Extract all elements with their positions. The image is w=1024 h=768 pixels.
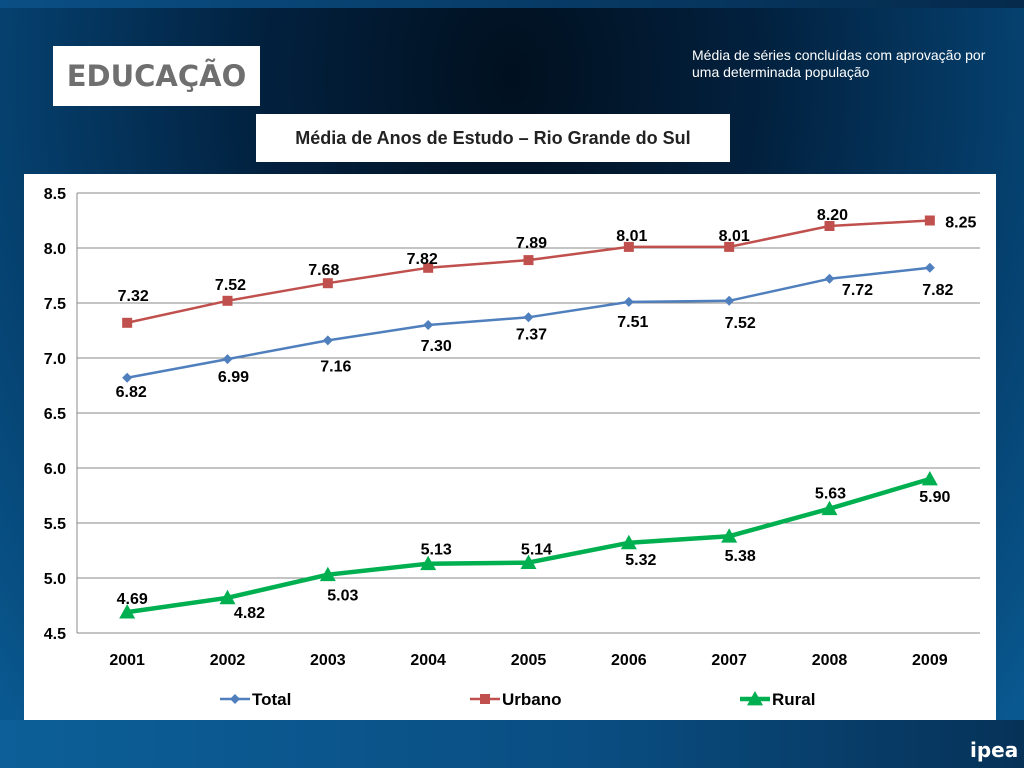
chart-panel: 4.5 5.0 5.5 6.0 6.5 7.0 7.5 8.0 8.5 2001 2002 2003 2… xyxy=(24,174,996,720)
data-point-total xyxy=(423,320,434,330)
data-point-urbano xyxy=(523,255,534,266)
data-point-rural xyxy=(119,604,136,619)
x-tick-label: 2005 xyxy=(511,652,547,669)
y-tick-label: 7.0 xyxy=(44,351,66,368)
x-tick-label: 2008 xyxy=(812,652,848,669)
data-label-urbano: 7.68 xyxy=(308,262,339,279)
y-tick-label: 8.5 xyxy=(44,186,66,203)
data-point-rural xyxy=(821,500,838,516)
chart-title: Média de Anos de Estudo – Rio Grande do … xyxy=(295,127,691,148)
y-tick-label: 5.5 xyxy=(44,516,66,533)
data-label-rural: 4.82 xyxy=(234,605,265,622)
data-point-rural xyxy=(520,554,537,569)
data-label-rural: 5.90 xyxy=(919,489,950,506)
data-label-urbano: 8.20 xyxy=(817,207,848,224)
data-label-urbano: 8.25 xyxy=(945,215,976,232)
data-point-rural xyxy=(620,534,637,550)
data-label-total: 7.16 xyxy=(320,358,351,375)
data-label-urbano: 8.01 xyxy=(616,228,647,245)
data-point-urbano xyxy=(322,278,333,289)
data-point-total xyxy=(523,312,534,323)
data-point-rural xyxy=(921,471,938,486)
data-label-total: 6.99 xyxy=(218,369,249,386)
legend-label-urbano: Urbano xyxy=(502,690,562,709)
y-tick-label: 7.5 xyxy=(44,296,66,313)
data-label-urbano: 7.52 xyxy=(215,277,246,294)
data-point-rural xyxy=(219,589,236,605)
data-point-total xyxy=(222,354,233,365)
data-point-urbano xyxy=(423,262,434,273)
data-point-total xyxy=(724,295,735,306)
series-note: Média de séries concluídas com aprovação… xyxy=(692,47,986,80)
data-label-rural: 5.03 xyxy=(327,588,358,605)
legend-marker-rural xyxy=(747,691,763,706)
section-title: EDUCAÇÃO xyxy=(66,59,247,93)
y-tick-label: 6.0 xyxy=(44,461,66,478)
x-tick-label: 2009 xyxy=(912,652,948,669)
data-label-rural: 5.14 xyxy=(521,542,552,559)
data-point-urbano xyxy=(924,215,935,226)
x-tick-label: 2002 xyxy=(210,652,246,669)
data-label-rural: 5.63 xyxy=(815,486,846,503)
data-point-total xyxy=(322,335,333,346)
data-label-urbano: 7.89 xyxy=(516,235,547,252)
data-point-urbano xyxy=(222,295,233,306)
y-tick-label: 6.5 xyxy=(44,406,66,423)
x-tick-label: 2006 xyxy=(611,652,647,669)
data-label-total: 7.52 xyxy=(725,315,756,332)
x-tick-label: 2001 xyxy=(109,652,145,669)
data-label-rural: 5.13 xyxy=(421,542,452,559)
data-point-total xyxy=(924,262,935,273)
legend-label-rural: Rural xyxy=(772,690,815,709)
ipea-logo: ipea xyxy=(970,738,1019,762)
x-tick-label: 2007 xyxy=(711,652,747,669)
data-point-rural xyxy=(319,566,336,582)
data-label-total: 6.82 xyxy=(116,384,147,401)
data-point-total xyxy=(824,273,835,284)
line-chart: 4.5 5.0 5.5 6.0 6.5 7.0 7.5 8.0 8.5 2001 2002 2003 2… xyxy=(44,186,980,709)
data-point-urbano xyxy=(724,241,735,252)
data-point-rural xyxy=(420,555,437,571)
data-label-total: 7.82 xyxy=(922,282,953,299)
data-label-urbano: 7.82 xyxy=(407,251,438,268)
data-point-urbano xyxy=(623,241,634,252)
bottom-band xyxy=(0,720,1024,768)
data-point-total xyxy=(623,296,634,307)
data-label-total: 7.30 xyxy=(421,338,452,355)
y-tick-label: 8.0 xyxy=(44,241,66,258)
data-label-rural: 5.38 xyxy=(725,548,756,565)
x-tick-label: 2003 xyxy=(310,652,346,669)
data-label-total: 7.51 xyxy=(617,314,648,331)
legend-marker-urbano xyxy=(480,694,490,704)
top-band xyxy=(0,0,1024,8)
data-label-total: 7.72 xyxy=(842,282,873,299)
data-point-total xyxy=(122,372,133,383)
legend-label-total: Total xyxy=(252,690,291,709)
data-point-rural xyxy=(721,528,738,543)
data-label-rural: 5.32 xyxy=(625,552,656,569)
y-tick-label: 5.0 xyxy=(44,571,66,588)
data-label-urbano: 7.32 xyxy=(118,288,149,305)
data-label-rural: 4.69 xyxy=(117,591,148,608)
data-point-urbano xyxy=(824,221,835,231)
data-label-urbano: 8.01 xyxy=(719,228,750,245)
legend-marker-total xyxy=(230,694,240,704)
y-tick-label: 4.5 xyxy=(44,626,66,643)
chart-title-box: Média de Anos de Estudo – Rio Grande do … xyxy=(256,114,730,162)
data-point-urbano xyxy=(122,317,133,328)
series-line-total xyxy=(126,266,930,380)
x-tick-label: 2004 xyxy=(410,652,446,669)
data-label-total: 7.37 xyxy=(516,326,547,343)
section-title-box: EDUCAÇÃO xyxy=(53,46,260,106)
